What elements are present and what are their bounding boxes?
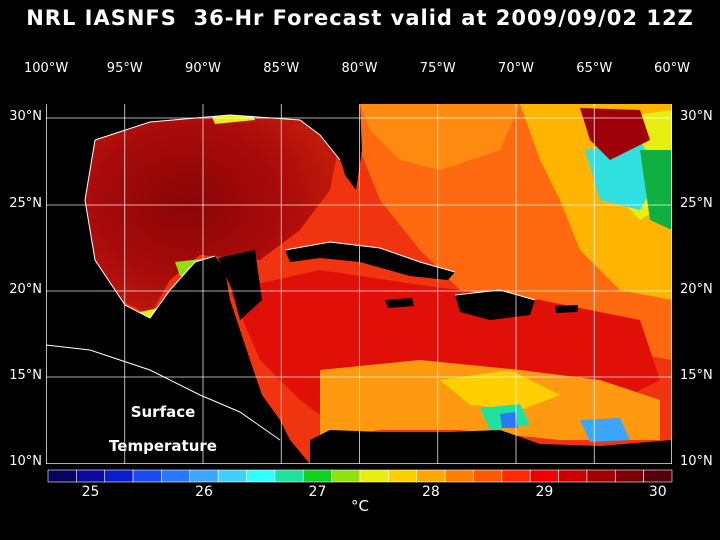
map-field-label: Surface Temperature [98, 395, 228, 463]
land-cuba [285, 242, 455, 280]
colorbar-swatch [161, 469, 191, 483]
latitude-label-right: 20°N [680, 282, 713, 297]
latitude-label-left: 25°N [9, 196, 42, 211]
colorbar-swatch [444, 469, 474, 483]
land-florida [330, 104, 362, 190]
map-label-line2: Temperature [109, 437, 217, 455]
colorbar-swatch [47, 469, 77, 483]
longitude-label: 70°W [498, 61, 534, 76]
grid-lines [46, 104, 672, 464]
longitude-label: 85°W [263, 61, 300, 76]
colorbar-swatch [529, 469, 559, 483]
longitude-label: 95°W [106, 61, 143, 76]
colorbar-swatch [189, 469, 219, 483]
map-label-line1: Surface [130, 403, 196, 421]
colorbar-swatch [302, 469, 332, 483]
latitude-label-right: 25°N [680, 196, 713, 211]
colorbar-swatch [132, 469, 162, 483]
colorbar [47, 469, 673, 483]
latitude-label-left: 20°N [9, 282, 42, 297]
colorbar-swatch [388, 469, 418, 483]
latitude-label-left: 15°N [9, 368, 42, 383]
colorbar-swatch [331, 469, 361, 483]
colorbar-swatch [473, 469, 503, 483]
latitude-label-right: 30°N [680, 109, 713, 124]
colorbar-swatch [416, 469, 446, 483]
colorbar-swatch [558, 469, 588, 483]
map-title: NRL IASNFS 36-Hr Forecast valid at 2009/… [26, 6, 694, 30]
longitude-label: 80°W [341, 61, 378, 76]
latitude-label-left: 30°N [9, 109, 42, 124]
longitude-label: 65°W [576, 61, 613, 76]
land-hispaniola [455, 290, 535, 320]
latitude-label-right: 10°N [680, 454, 713, 469]
colorbar-swatch [643, 469, 673, 483]
colorbar-unit: °C [351, 497, 369, 515]
colorbar-swatch [501, 469, 531, 483]
land-yucatan [218, 250, 262, 320]
colorbar-swatch [359, 469, 389, 483]
colorbar-tick-label: 30 [648, 484, 667, 500]
colorbar-swatch [586, 469, 616, 483]
longitude-label: 60°W [654, 61, 690, 76]
colorbar-swatch [274, 469, 304, 483]
land-south-america [310, 430, 672, 464]
colorbar-tick-label: 27 [308, 484, 327, 500]
land-puerto-rico [555, 305, 578, 313]
colorbar-tick-label: 26 [195, 484, 213, 500]
coastlines [45, 114, 536, 441]
colorbar-tick-label: 28 [421, 484, 440, 500]
colorbar-swatch [76, 469, 106, 483]
longitude-label: 75°W [419, 61, 456, 76]
latitude-label-left: 10°N [9, 454, 42, 469]
colorbar-swatch [614, 469, 644, 483]
latitude-label-right: 15°N [680, 368, 713, 383]
colorbar-swatch [246, 469, 276, 483]
longitude-label: 90°W [185, 61, 221, 76]
gulf-of-mexico [85, 110, 340, 315]
colorbar-swatch [104, 469, 134, 483]
colorbar-tick-label: 25 [81, 484, 100, 500]
land-jamaica [385, 298, 414, 308]
colorbar-swatch [217, 469, 247, 483]
longitude-label: 100°W [24, 61, 69, 76]
colorbar-tick-label: 29 [535, 484, 554, 500]
